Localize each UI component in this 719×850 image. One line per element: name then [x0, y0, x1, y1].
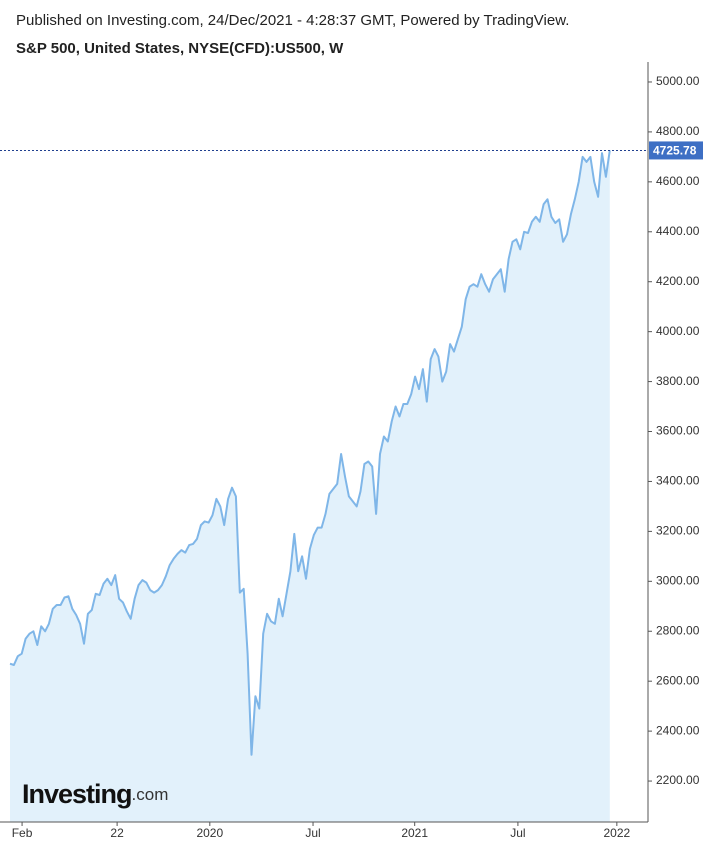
price-line	[9, 150, 611, 756]
y-tick-label: 3200.00	[656, 524, 700, 538]
y-tick-label: 3600.00	[656, 424, 700, 438]
published-note: Published on Investing.com, 24/Dec/2021 …	[16, 12, 569, 29]
x-tick-label: 2020	[196, 826, 223, 840]
x-tick-label: 2021	[401, 826, 428, 840]
y-tick-label: 5000.00	[656, 74, 700, 88]
last-value-box	[649, 141, 703, 160]
y-tick-label: 4200.00	[656, 274, 700, 288]
x-tick-label: Feb	[12, 826, 33, 840]
symbol-title: S&P 500, United States, NYSE(CFD):US500,…	[16, 40, 344, 57]
y-tick-label: 4600.00	[656, 174, 700, 188]
x-tick-label: 2022	[603, 826, 630, 840]
y-tick-label: 2600.00	[656, 673, 700, 687]
y-tick-label: 3000.00	[656, 573, 700, 587]
y-tick-label: 4000.00	[656, 324, 700, 338]
x-tick-label: Jul	[305, 826, 320, 840]
plot: 2200.00 2400.00 2600.00 2800.00 3000.00 3200.…	[0, 62, 703, 840]
y-tick-label: 2800.00	[656, 623, 700, 637]
logo-suffix: .com	[132, 785, 169, 804]
area-fill	[10, 150, 610, 822]
y-tick-label: 3800.00	[656, 374, 700, 388]
y-tick-label: 3400.00	[656, 474, 700, 488]
y-tick-label: 2400.00	[656, 723, 700, 737]
logo-name: Investing	[22, 779, 132, 809]
x-tick-label: Jul	[510, 826, 525, 840]
y-tick-label: 2200.00	[656, 773, 700, 787]
y-tick-label: 4400.00	[656, 224, 700, 238]
last-value-label: 4725.78	[653, 144, 697, 158]
x-tick-label: 22	[110, 826, 124, 840]
y-tick-label: 4800.00	[656, 124, 700, 138]
logo: Investing.com	[22, 779, 168, 809]
